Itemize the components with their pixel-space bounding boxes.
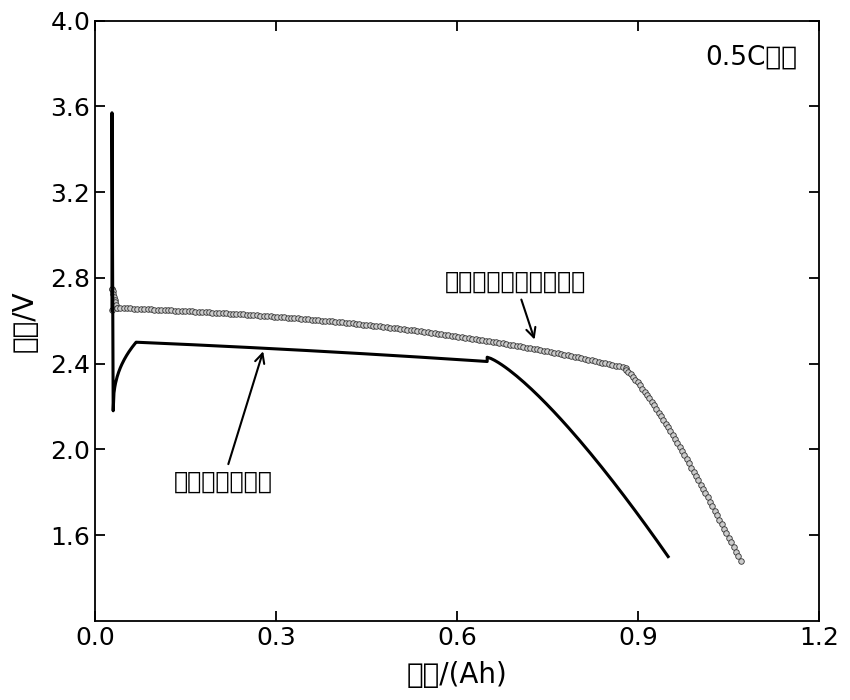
Text: 新型一体化氟化碳电极: 新型一体化氟化碳电极 [445, 270, 586, 337]
Text: 0.5C倍率: 0.5C倍率 [706, 45, 797, 71]
Y-axis label: 电压/V: 电压/V [11, 290, 39, 351]
Text: 商业氟化碳电极: 商业氟化碳电极 [173, 354, 272, 494]
X-axis label: 容量/(Ah): 容量/(Ah) [406, 661, 507, 689]
